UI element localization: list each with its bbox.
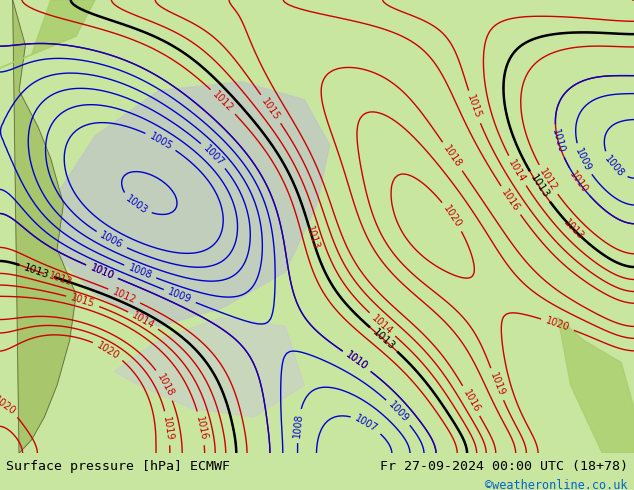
Text: 1013: 1013 xyxy=(370,327,397,352)
Text: 1015: 1015 xyxy=(260,96,282,122)
Polygon shape xyxy=(114,318,304,417)
Text: ©weatheronline.co.uk: ©weatheronline.co.uk xyxy=(485,479,628,490)
Text: 1012: 1012 xyxy=(537,167,559,193)
Text: 1015: 1015 xyxy=(465,94,483,121)
Text: 1014: 1014 xyxy=(370,313,395,337)
Text: 1018: 1018 xyxy=(441,144,463,170)
Text: 1015: 1015 xyxy=(70,293,96,309)
Text: 1010: 1010 xyxy=(89,262,115,281)
Polygon shape xyxy=(558,318,634,453)
Text: 1008: 1008 xyxy=(602,154,626,179)
Text: 1007: 1007 xyxy=(201,143,226,168)
Text: 1013: 1013 xyxy=(22,262,51,280)
Polygon shape xyxy=(0,0,95,68)
Text: 1007: 1007 xyxy=(353,413,380,434)
Text: 1010: 1010 xyxy=(550,128,566,154)
Text: 1009: 1009 xyxy=(387,400,411,425)
Text: 1016: 1016 xyxy=(500,188,522,213)
Text: 1019: 1019 xyxy=(161,416,175,441)
Text: 1009: 1009 xyxy=(167,287,193,305)
Text: 1020: 1020 xyxy=(0,394,18,416)
Text: 1005: 1005 xyxy=(148,131,174,151)
Text: 1010: 1010 xyxy=(344,350,370,372)
Text: 1008: 1008 xyxy=(127,263,153,281)
Polygon shape xyxy=(13,0,76,453)
Text: Surface pressure [hPa] ECMWF: Surface pressure [hPa] ECMWF xyxy=(6,460,230,473)
Text: 1010: 1010 xyxy=(344,350,370,372)
Text: 1009: 1009 xyxy=(573,146,593,172)
Polygon shape xyxy=(32,82,330,326)
Text: 1010: 1010 xyxy=(567,170,590,195)
Text: 1014: 1014 xyxy=(130,310,157,330)
Text: 1010: 1010 xyxy=(89,262,115,281)
Text: 1020: 1020 xyxy=(544,316,571,333)
Text: 1019: 1019 xyxy=(488,371,506,397)
Text: 1008: 1008 xyxy=(292,413,304,439)
Text: 1020: 1020 xyxy=(441,203,463,229)
Text: 1013: 1013 xyxy=(561,217,586,242)
Text: 1018: 1018 xyxy=(155,372,176,398)
Text: 1013: 1013 xyxy=(48,270,74,288)
Text: 1013: 1013 xyxy=(528,173,551,200)
Text: 1016: 1016 xyxy=(194,415,209,441)
Text: 1003: 1003 xyxy=(124,194,149,216)
Text: Fr 27-09-2024 00:00 UTC (18+78): Fr 27-09-2024 00:00 UTC (18+78) xyxy=(380,460,628,473)
Text: 1016: 1016 xyxy=(461,388,482,414)
Text: 1012: 1012 xyxy=(111,286,138,305)
Text: 1014: 1014 xyxy=(507,158,527,184)
Text: 1013: 1013 xyxy=(304,224,321,251)
Text: 1012: 1012 xyxy=(210,89,235,114)
Text: 1020: 1020 xyxy=(95,340,122,361)
Text: 1006: 1006 xyxy=(98,230,125,250)
